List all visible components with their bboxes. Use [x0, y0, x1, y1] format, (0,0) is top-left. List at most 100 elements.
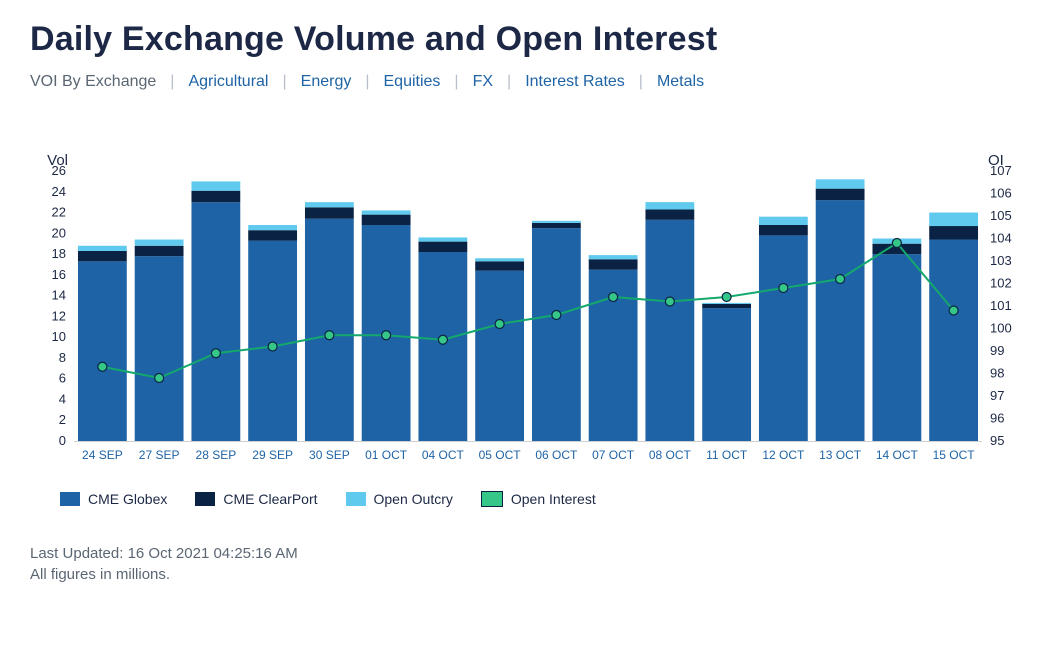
bar-segment-cme-clearport	[816, 189, 865, 200]
right-tick-label: 103	[990, 253, 1012, 268]
tab-agricultural[interactable]: Agricultural	[188, 73, 268, 90]
left-tick-label: 18	[52, 246, 66, 261]
x-category-label: 29 SEP	[252, 448, 293, 462]
left-tick-label: 8	[59, 350, 66, 365]
bar-segment-open-outcry	[816, 179, 865, 188]
bar-segment-cme-globex	[305, 219, 354, 441]
bar-segment-cme-clearport	[418, 242, 467, 252]
bar-segment-cme-globex	[418, 252, 467, 441]
right-tick-label: 95	[990, 433, 1004, 448]
bar-segment-cme-globex	[816, 200, 865, 441]
open-interest-marker	[665, 297, 674, 306]
bar-segment-cme-clearport	[78, 251, 127, 261]
bar-segment-open-outcry	[78, 246, 127, 251]
right-tick-label: 102	[990, 276, 1012, 291]
left-tick-label: 12	[52, 308, 66, 323]
bar-segment-cme-globex	[475, 271, 524, 441]
left-tick-label: 2	[59, 412, 66, 427]
bar-segment-cme-globex	[532, 228, 581, 441]
bar-segment-open-outcry	[532, 221, 581, 223]
x-category-label: 07 OCT	[592, 448, 635, 462]
bar-segment-open-outcry	[929, 213, 978, 227]
right-tick-label: 98	[990, 366, 1004, 381]
x-category-label: 15 OCT	[933, 448, 976, 462]
open-interest-marker	[722, 293, 731, 302]
left-tick-label: 22	[52, 205, 66, 220]
left-tick-label: 26	[52, 163, 66, 178]
open-interest-marker	[268, 342, 277, 351]
open-interest-marker	[438, 335, 447, 344]
left-tick-label: 20	[52, 225, 66, 240]
left-tick-label: 16	[52, 267, 66, 282]
bar-segment-cme-clearport	[135, 246, 184, 256]
x-category-label: 06 OCT	[535, 448, 578, 462]
legend-item-cme-clearport[interactable]: CME ClearPort	[195, 491, 317, 507]
open-interest-marker	[495, 320, 504, 329]
tab-interest-rates[interactable]: Interest Rates	[525, 73, 625, 90]
right-tick-label: 107	[990, 163, 1012, 178]
x-category-label: 30 SEP	[309, 448, 350, 462]
tab-energy[interactable]: Energy	[301, 73, 352, 90]
x-category-label: 14 OCT	[876, 448, 919, 462]
last-updated-line: Last Updated: 16 Oct 2021 04:25:16 AM	[30, 543, 1024, 564]
tab-equities[interactable]: Equities	[384, 73, 441, 90]
bar-segment-open-outcry	[702, 303, 751, 304]
legend-swatch	[481, 491, 503, 507]
bar-segment-cme-clearport	[702, 304, 751, 308]
right-tick-label: 106	[990, 186, 1012, 201]
tab-separator: |	[365, 73, 369, 90]
left-tick-label: 24	[52, 184, 66, 199]
chart-svg: VolOI02468101214161820222426959697989910…	[30, 151, 1024, 481]
tab-separator: |	[282, 73, 286, 90]
page-root: Daily Exchange Volume and Open Interest …	[0, 0, 1054, 652]
tab-separator: |	[454, 73, 458, 90]
left-tick-label: 14	[52, 288, 66, 303]
tab-bar: VOI By Exchange|Agricultural|Energy|Equi…	[30, 73, 1024, 91]
left-tick-label: 6	[59, 371, 66, 386]
x-category-label: 28 SEP	[196, 448, 237, 462]
tab-fx[interactable]: FX	[473, 73, 493, 90]
bar-segment-cme-globex	[929, 240, 978, 441]
bar-segment-cme-globex	[191, 202, 240, 441]
open-interest-marker	[325, 331, 334, 340]
bar-segment-open-outcry	[135, 240, 184, 246]
legend-label: Open Interest	[511, 491, 596, 507]
legend-item-cme-globex[interactable]: CME Globex	[60, 491, 167, 507]
bar-segment-cme-clearport	[362, 215, 411, 225]
x-category-label: 05 OCT	[479, 448, 522, 462]
legend-swatch	[195, 492, 215, 506]
bar-segment-cme-clearport	[929, 226, 978, 240]
open-interest-marker	[211, 349, 220, 358]
legend-swatch	[60, 492, 80, 506]
x-category-label: 12 OCT	[762, 448, 805, 462]
bar-segment-cme-clearport	[759, 225, 808, 235]
open-interest-marker	[836, 275, 845, 284]
chart-legend: CME Globex CME ClearPort Open Outcry Open I…	[60, 491, 1024, 507]
bar-segment-open-outcry	[362, 210, 411, 214]
bar-segment-cme-globex	[248, 241, 297, 441]
bar-segment-open-outcry	[305, 202, 354, 207]
right-tick-label: 100	[990, 321, 1012, 336]
bar-segment-cme-globex	[872, 254, 921, 441]
open-interest-marker	[949, 306, 958, 315]
bar-segment-cme-clearport	[191, 191, 240, 202]
bar-segment-open-outcry	[475, 258, 524, 261]
x-category-label: 13 OCT	[819, 448, 862, 462]
right-tick-label: 96	[990, 411, 1004, 426]
legend-item-open-interest[interactable]: Open Interest	[481, 491, 596, 507]
legend-item-open-outcry[interactable]: Open Outcry	[346, 491, 453, 507]
tab-separator: |	[639, 73, 643, 90]
bar-segment-open-outcry	[759, 217, 808, 225]
bar-segment-cme-clearport	[248, 230, 297, 240]
tab-separator: |	[507, 73, 511, 90]
legend-label: CME ClearPort	[223, 491, 317, 507]
x-category-label: 11 OCT	[706, 448, 748, 462]
left-tick-label: 10	[52, 329, 66, 344]
tab-metals[interactable]: Metals	[657, 73, 704, 90]
bar-segment-cme-globex	[78, 261, 127, 441]
legend-label: CME Globex	[88, 491, 167, 507]
bar-segment-cme-clearport	[645, 209, 694, 219]
left-tick-label: 4	[59, 391, 66, 406]
x-category-label: 04 OCT	[422, 448, 465, 462]
right-tick-label: 104	[990, 231, 1012, 246]
